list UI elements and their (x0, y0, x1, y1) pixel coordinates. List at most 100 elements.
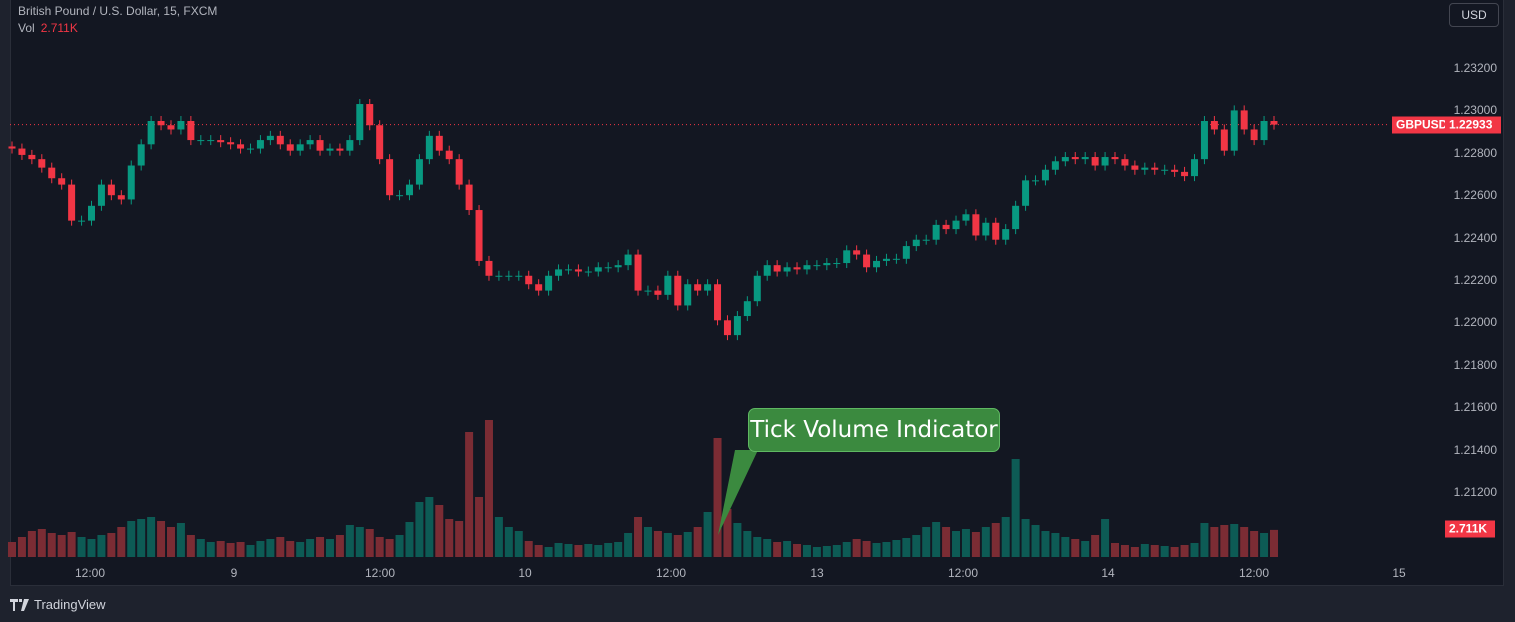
candle (68, 179, 76, 226)
volume-bar (17, 537, 26, 557)
candle-body (1071, 157, 1079, 160)
candle-body (217, 140, 225, 143)
volume-bar (67, 532, 76, 557)
volume-bar (77, 537, 86, 557)
candle-body (843, 250, 851, 264)
volume-bar (47, 533, 56, 557)
callout-pointer (718, 450, 758, 535)
candle-body (296, 144, 304, 151)
candle (366, 99, 374, 131)
candle (853, 245, 861, 260)
volume-bar (157, 521, 166, 557)
candle (435, 130, 443, 156)
volume-bar (1200, 523, 1209, 557)
volume-legend[interactable]: Vol 2.711K (18, 21, 78, 35)
volume-bar (415, 502, 424, 557)
volume-bar (484, 420, 493, 557)
candle-body (783, 267, 791, 272)
volume-bar (27, 531, 36, 557)
tradingview-logo[interactable]: TradingView (10, 597, 106, 612)
candle (1032, 175, 1040, 186)
candle-body (58, 178, 66, 185)
candles (8, 99, 1278, 341)
volume-bar (524, 541, 533, 557)
volume-bar (534, 545, 543, 557)
candle (237, 139, 245, 154)
volume-bar (912, 535, 921, 557)
candle (564, 264, 572, 275)
volume-bar (991, 523, 1000, 557)
volume-bar (266, 539, 275, 557)
candle-body (386, 159, 394, 196)
candle-body (197, 140, 205, 142)
candle-body (1250, 129, 1258, 141)
candle-body (1131, 165, 1139, 170)
volume-bar (1071, 539, 1080, 557)
symbol-title[interactable]: British Pound / U.S. Dollar, 15, FXCM (18, 4, 218, 18)
candle (704, 279, 712, 296)
candle-body (1191, 159, 1199, 177)
candle (1081, 152, 1089, 165)
candle (286, 139, 294, 156)
candle-body (405, 184, 413, 196)
volume-bar (196, 539, 205, 557)
volume-bar (276, 537, 285, 557)
candle-body (564, 269, 572, 271)
annotation-callout[interactable]: Tick Volume Indicator (748, 408, 1000, 452)
candle-body (1002, 229, 1010, 240)
candle (495, 270, 503, 281)
candle (396, 190, 404, 201)
candle-body (853, 250, 861, 255)
candle-body (1101, 157, 1109, 166)
volume-bar (961, 529, 970, 557)
candle (992, 217, 1000, 245)
candle-body (694, 284, 702, 291)
candle-body (167, 125, 175, 130)
candle (117, 190, 125, 205)
price-tick: 1.23000 (1453, 103, 1497, 118)
candle (733, 311, 741, 341)
currency-button[interactable]: USD (1449, 3, 1499, 27)
candle (1121, 154, 1129, 171)
candle (912, 234, 920, 252)
candle-body (326, 148, 334, 151)
volume-bar (465, 432, 474, 557)
candle (1071, 152, 1079, 165)
time-tick: 14 (1101, 566, 1115, 580)
candle-body (932, 224, 940, 240)
candle (932, 219, 940, 245)
candle-body (1111, 157, 1119, 160)
candle-body (475, 210, 483, 261)
candle (823, 258, 831, 271)
time-tick: 15 (1392, 566, 1406, 580)
candle-body (634, 254, 642, 291)
candle-body (356, 104, 364, 141)
candle-body (237, 144, 245, 149)
price-tick: 1.22600 (1453, 188, 1497, 203)
candle (336, 143, 344, 156)
time-tick: 12:00 (947, 566, 979, 580)
time-tick: 13 (810, 566, 824, 580)
candle (634, 249, 642, 296)
volume-bar (932, 522, 941, 557)
volume-bar (574, 545, 583, 557)
candle-body (873, 260, 881, 268)
volume-bar (137, 519, 146, 557)
volume-bar (166, 527, 175, 557)
volume-bar (435, 505, 444, 557)
candle (97, 179, 105, 211)
candle-body (286, 144, 294, 151)
candle-body (316, 140, 324, 151)
volume-bar (793, 544, 802, 557)
candle (594, 262, 602, 277)
candle (525, 270, 533, 290)
candle-body (952, 220, 960, 230)
candle-body (1091, 157, 1099, 166)
volume-bar (1220, 525, 1229, 557)
volume-bar (117, 527, 126, 557)
candle-body (187, 121, 195, 141)
candle (743, 296, 751, 322)
candle-body (594, 267, 602, 272)
candle (1250, 124, 1258, 146)
